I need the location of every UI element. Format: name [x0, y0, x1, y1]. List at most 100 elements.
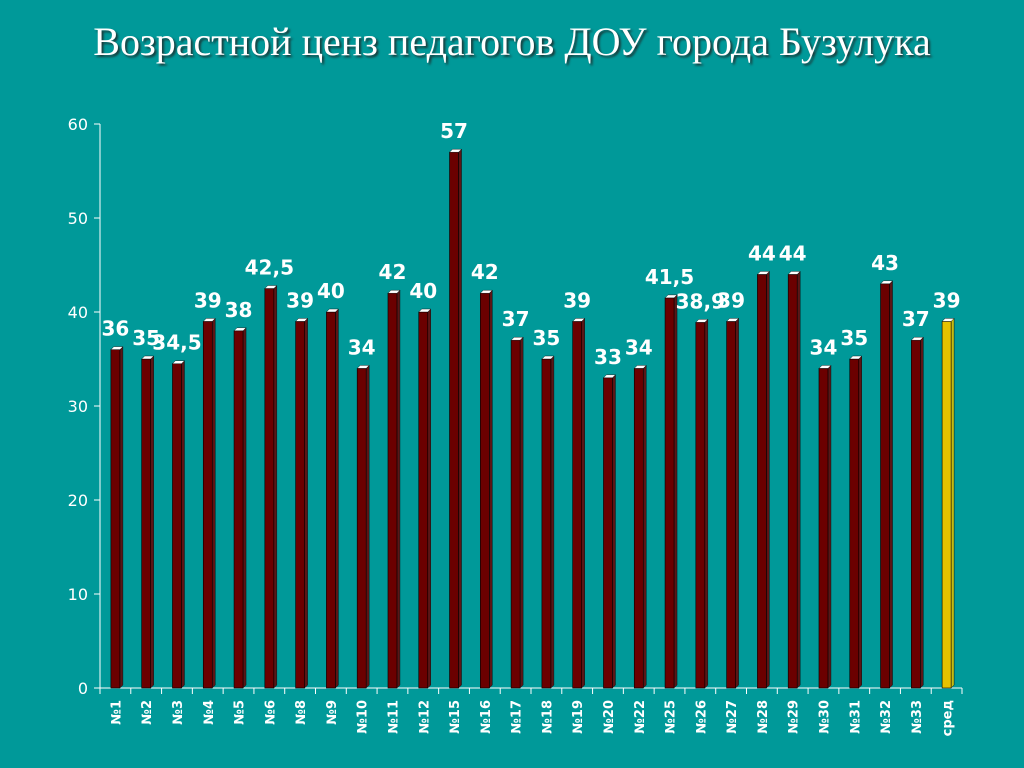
- bar: [326, 311, 336, 689]
- category-label: №25: [664, 700, 679, 734]
- category-label: №30: [817, 700, 832, 734]
- bar: [172, 363, 182, 689]
- data-label: 39: [717, 288, 745, 312]
- page-title: Возрастной ценз педагогов ДОУ города Буз…: [93, 19, 931, 64]
- bar-top: [449, 148, 463, 153]
- bar-side: [427, 308, 431, 689]
- y-tick-label: 30: [68, 397, 88, 416]
- bar-side: [735, 317, 739, 689]
- data-label: 39: [286, 288, 314, 312]
- data-label: 44: [748, 241, 776, 265]
- bar-top: [941, 318, 955, 322]
- data-label: 35: [840, 326, 868, 350]
- data-label: 34: [810, 335, 838, 359]
- bar-side: [796, 270, 801, 689]
- category-label: №12: [417, 700, 432, 734]
- data-label: 39: [563, 288, 591, 312]
- bar-top: [726, 318, 740, 322]
- bar-side: [119, 345, 124, 689]
- bar-top: [418, 308, 432, 313]
- bar-side: [396, 289, 401, 689]
- bar: [141, 358, 151, 689]
- bar-side: [273, 284, 278, 689]
- data-label: 33: [594, 345, 622, 369]
- category-label: №6: [263, 700, 278, 725]
- bar-top: [110, 346, 124, 350]
- bar: [387, 292, 398, 689]
- bar-side: [365, 364, 370, 689]
- category-label: №15: [448, 700, 463, 734]
- bar-side: [212, 317, 216, 689]
- data-label: 57: [440, 119, 468, 143]
- category-label: №5: [233, 700, 248, 725]
- bar-top: [325, 308, 339, 313]
- bar: [449, 151, 459, 689]
- data-label: 42: [471, 260, 499, 284]
- category-label: №2: [140, 700, 155, 725]
- bar-top: [633, 365, 647, 369]
- category-label: №19: [571, 700, 586, 734]
- bar: [572, 321, 582, 689]
- data-label: 42: [379, 260, 407, 284]
- category-label: №32: [879, 700, 894, 734]
- bar-top: [233, 327, 247, 331]
- bar-side: [889, 280, 893, 689]
- data-label: 43: [871, 251, 899, 275]
- data-label: 38: [225, 298, 253, 322]
- bar-side: [581, 317, 585, 689]
- bar: [603, 377, 613, 689]
- data-label: 34: [348, 335, 376, 359]
- data-label: 38,9: [676, 289, 725, 313]
- category-label: №8: [294, 700, 309, 725]
- data-label: 35: [532, 326, 560, 350]
- data-label: 37: [902, 307, 930, 331]
- bar: [202, 321, 213, 689]
- bar-side: [242, 327, 247, 689]
- bar-side: [612, 374, 616, 689]
- bar-side: [920, 336, 924, 689]
- data-label: 35: [132, 326, 160, 350]
- category-label: №17: [510, 700, 525, 734]
- category-label: №3: [171, 700, 186, 725]
- bar-side: [673, 294, 678, 689]
- bar-side: [150, 355, 154, 689]
- data-label: 42,5: [245, 256, 294, 280]
- y-tick-label: 10: [68, 585, 88, 604]
- data-label: 44: [779, 241, 807, 265]
- data-label: 41,5: [645, 265, 694, 289]
- bar-top: [756, 271, 770, 275]
- category-label: №11: [386, 700, 401, 734]
- bar-side: [550, 355, 555, 689]
- bar-side: [489, 289, 493, 689]
- bar-side: [304, 317, 308, 689]
- category-label: №4: [202, 700, 217, 725]
- data-label: 34,5: [152, 331, 201, 355]
- bar: [233, 330, 244, 689]
- bar-top: [356, 365, 370, 369]
- data-label: 37: [502, 307, 530, 331]
- bar-top: [849, 355, 863, 360]
- category-label: №9: [325, 700, 340, 725]
- bar-side: [704, 318, 709, 689]
- bar: [264, 288, 275, 689]
- bar: [295, 321, 305, 689]
- bar-top: [141, 355, 155, 360]
- bar-top: [695, 319, 709, 323]
- bar: [480, 292, 490, 689]
- bar-top: [664, 294, 678, 299]
- bar-side: [519, 336, 524, 689]
- bar: [911, 339, 921, 689]
- bar: [849, 358, 860, 689]
- bar-top: [264, 285, 278, 289]
- data-label: 39: [933, 288, 961, 312]
- bar-top: [541, 355, 555, 360]
- category-label: №26: [694, 700, 709, 734]
- bar-side: [458, 148, 462, 689]
- category-label: №18: [540, 700, 555, 734]
- y-tick-label: 40: [68, 303, 88, 322]
- bar-top: [479, 290, 493, 294]
- bar-side: [766, 270, 770, 689]
- data-label: 34: [625, 335, 653, 359]
- bar: [818, 368, 829, 689]
- bar-top: [171, 360, 185, 364]
